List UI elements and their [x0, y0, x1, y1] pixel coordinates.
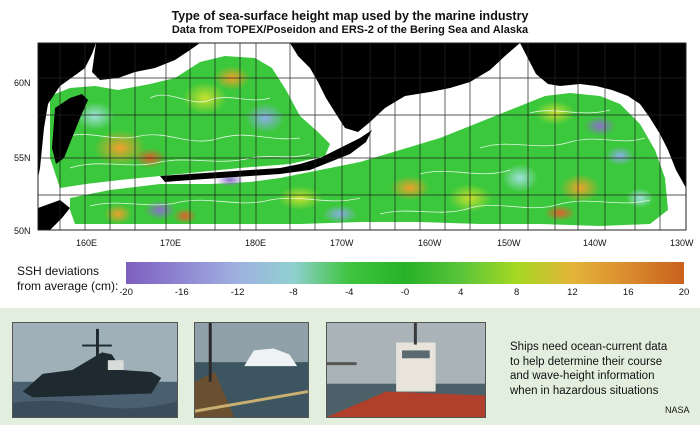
colorbar-tick-label: 20	[679, 287, 690, 298]
caption-line1: Ships need ocean-current data	[510, 341, 668, 353]
map-title: Type of sea-surface height map used by t…	[171, 9, 529, 23]
caption-text: Ships need ocean-current data to help de…	[510, 340, 690, 398]
colorbar-tick-label: 8	[514, 287, 519, 298]
colorbar-label-line2: from average (cm):	[17, 279, 119, 293]
lat-label-55n: 55N	[14, 153, 31, 163]
lon-label-170e: 170E	[160, 238, 181, 248]
lat-label-60n: 60N	[14, 78, 31, 88]
graticule	[38, 43, 686, 230]
colorbar-tick-label: -4	[345, 287, 353, 298]
lon-label-130w: 130W	[670, 238, 694, 248]
colorbar-tick-label: -0	[401, 287, 409, 298]
lon-label-140w: 140W	[583, 238, 607, 248]
land-kamchatka	[38, 43, 96, 178]
colorbar-gradient	[126, 262, 684, 284]
lat-label-50n: 50N	[14, 226, 31, 236]
colorbar-tick-label: 4	[458, 287, 463, 298]
colorbar-label-line1: SSH deviations	[17, 264, 100, 278]
lon-label-160w: 160W	[418, 238, 442, 248]
credit-nasa: NASA	[665, 405, 690, 415]
colorbar-tick-label: 12	[567, 287, 578, 298]
ssh-region-pacific-south	[70, 93, 668, 226]
caption-line2: to help determine their course	[510, 355, 663, 368]
lon-label-170w: 170W	[330, 238, 354, 248]
photo-iceberg-deck	[194, 322, 309, 418]
colorbar-tick-label: -8	[289, 287, 297, 298]
ssh-colorbar: -20 -16 -12 -8 -4 -0 4 8 12 16 20	[120, 262, 690, 298]
photo-ship-bridge	[326, 322, 486, 418]
map-subtitle: Data from TOPEX/Poseidon and ERS-2 of th…	[171, 24, 529, 36]
lon-label-160e: 160E	[76, 238, 97, 248]
colorbar-tick-label: 16	[623, 287, 634, 298]
colorbar-tick-label: -16	[175, 287, 189, 298]
photo-research-ship	[12, 322, 178, 418]
caption-line4: when in hazardous situations	[510, 384, 659, 397]
colorbar-tick-label: -20	[120, 287, 133, 298]
lon-label-180e: 180E	[245, 238, 266, 248]
caption-line3: and wave-height information	[510, 370, 655, 382]
colorbar-tick-label: -12	[231, 287, 245, 298]
colorbar-label: SSH deviations from average (cm):	[17, 264, 118, 294]
sea-surface-height-map: 60N 55N 50N 160E 170E 180E 170W 160W 150…	[14, 42, 694, 248]
lon-label-150w: 150W	[497, 238, 521, 248]
